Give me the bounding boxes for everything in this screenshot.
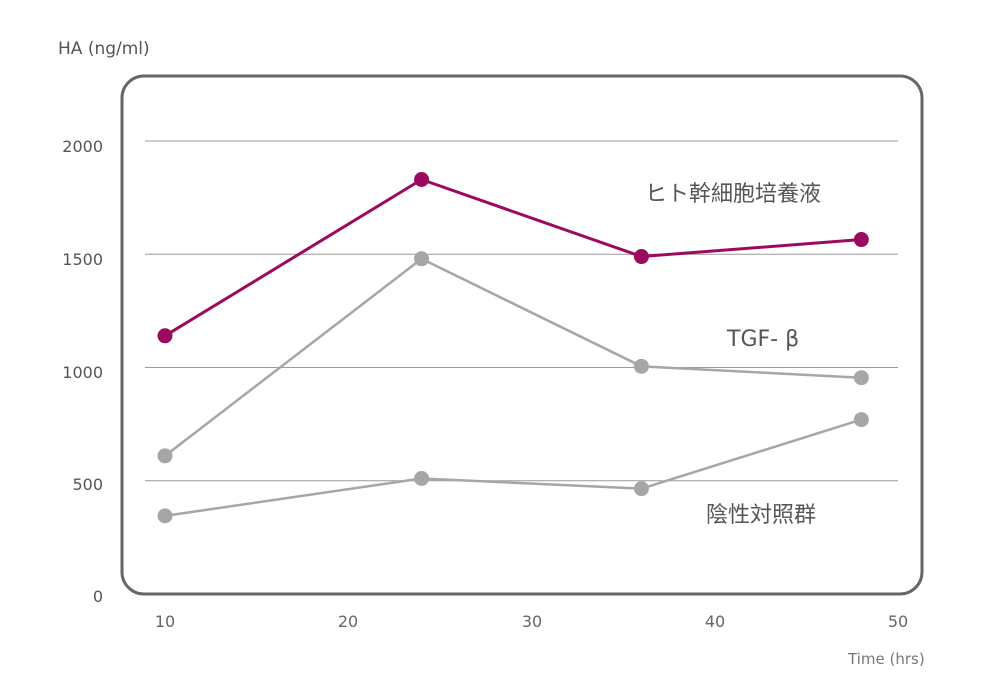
data-point (157, 328, 173, 344)
data-point (414, 251, 430, 267)
data-point (853, 370, 869, 386)
data-point (633, 358, 649, 374)
x-tick-label: 20 (338, 612, 358, 631)
series-layer (157, 172, 869, 524)
y-tick-label: 1000 (62, 363, 103, 382)
series-label-negative-control: 陰性対照群 (706, 503, 816, 528)
x-tick-label: 50 (888, 612, 908, 631)
gridlines (145, 140, 898, 482)
series-line (164, 257, 862, 457)
series-line (164, 178, 862, 338)
y-tick-label: 500 (72, 475, 103, 494)
series-line (164, 418, 862, 518)
x-tick-label: 40 (705, 612, 725, 631)
data-point (157, 448, 173, 464)
data-point (414, 470, 430, 486)
x-axis-label: Time (hrs) (847, 650, 925, 668)
plot-frame (120, 74, 924, 596)
data-point (633, 481, 649, 497)
data-point (633, 249, 649, 265)
x-tick-label: 30 (522, 612, 542, 631)
series-label-tgf-beta: TGF- β (726, 327, 799, 352)
data-point (157, 508, 173, 524)
x-tick-label: 10 (155, 612, 175, 631)
y-tick-label: 1500 (62, 250, 103, 269)
data-point (853, 412, 869, 428)
series-label-human-stem-cell: ヒト幹細胞培養液 (645, 182, 821, 207)
y-tick-label: 0 (93, 587, 103, 606)
data-point (414, 172, 430, 188)
y-tick-label: 2000 (62, 137, 103, 156)
y-axis-label: HA (ng/ml) (58, 39, 150, 59)
data-point (853, 232, 869, 248)
